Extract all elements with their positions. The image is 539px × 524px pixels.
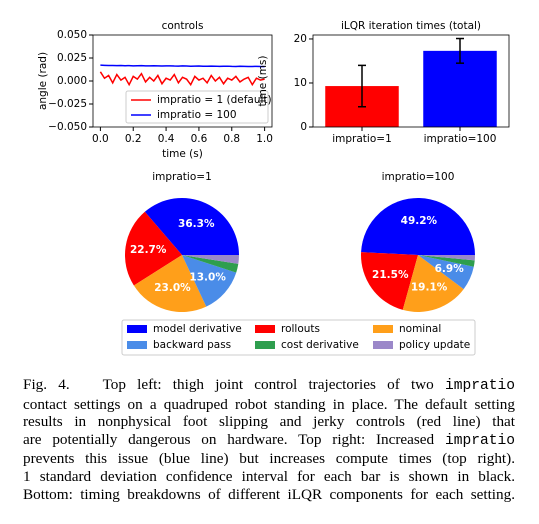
legend-swatch — [255, 341, 275, 349]
pie-wedge — [125, 211, 182, 286]
pie-wedge — [418, 255, 475, 261]
series-line — [100, 64, 265, 68]
legend-swatch — [373, 325, 393, 333]
chart-title: impratio=1 — [152, 171, 212, 183]
legend-label: cost derivative — [281, 339, 359, 351]
legend-swatch — [373, 341, 393, 349]
legend-label: model derivative — [153, 323, 242, 335]
x-tick-label: 0.0 — [92, 133, 109, 145]
x-axis-label: time (s) — [162, 148, 203, 160]
legend-box — [125, 90, 269, 124]
x-tick-label: 0.8 — [223, 133, 240, 145]
pie-wedge — [144, 198, 239, 255]
code-term: impratio — [444, 378, 516, 394]
legend-label: impratio = 1 (default) — [157, 94, 272, 106]
legend-swatch — [127, 325, 147, 333]
x-tick-label: impratio=1 — [332, 133, 392, 145]
pie-value-label: 36.3% — [178, 218, 215, 230]
pie-value-label: 22.7% — [130, 244, 167, 256]
legend-swatch — [255, 325, 275, 333]
y-tick-label: 20 — [294, 33, 307, 45]
x-tick-label: 0.6 — [191, 133, 208, 145]
chart-title: impratio=100 — [382, 171, 455, 183]
pie-wedge — [361, 252, 418, 310]
chart-title: controls — [162, 20, 204, 32]
y-tick-label: 0.000 — [57, 75, 87, 87]
legend-label: rollouts — [281, 323, 320, 335]
pie-value-label: 19.1% — [411, 281, 448, 293]
pie-value-label: 49.2% — [401, 215, 438, 227]
pie-wedge — [402, 255, 464, 312]
y-tick-label: 0.050 — [57, 29, 87, 41]
x-tick-label: 0.4 — [158, 133, 175, 145]
caption-text: are potentially dangerous on hardware. T… — [23, 430, 435, 448]
caption-text: contact settings on a quadruped robot st… — [23, 395, 515, 413]
y-axis-label: time (ms) — [257, 56, 269, 107]
caption: Fig. 4. Top left: thigh joint control tr… — [23, 376, 515, 503]
legend-swatch — [127, 341, 147, 349]
legend-label: policy update — [399, 339, 470, 351]
pie-wedge — [418, 255, 474, 290]
y-axis-label: angle (rad) — [37, 52, 49, 110]
pie-value-label: 6.9% — [435, 263, 465, 275]
x-tick-label: 1.0 — [256, 133, 273, 145]
y-tick-label: −0.050 — [48, 121, 87, 133]
code-term: impratio — [444, 432, 515, 449]
legend-label: impratio = 100 — [157, 109, 237, 121]
pie-wedge — [418, 255, 475, 267]
legend-label: nominal — [399, 323, 441, 335]
pie-value-label: 21.5% — [372, 269, 409, 281]
pie-wedge — [182, 255, 239, 273]
caption-text: prevents this issue (blue line) but incr… — [23, 450, 515, 468]
caption-line: 1 standard deviation confidence interval… — [23, 468, 515, 486]
pie-value-label: 13.0% — [189, 272, 226, 284]
pie-wedge — [361, 198, 475, 255]
chart-title: iLQR iteration times (total) — [341, 20, 481, 32]
pie-wedge — [182, 255, 239, 264]
y-tick-label: 0 — [300, 121, 307, 133]
x-tick-label: impratio=100 — [424, 133, 497, 145]
pie-wedge — [133, 255, 207, 312]
caption-text: Bottom: timing breakdowns of different i… — [23, 485, 515, 503]
axes-frame — [312, 34, 510, 128]
caption-line: are potentially dangerous on hardware. T… — [23, 431, 515, 451]
series-line — [99, 71, 265, 87]
pie-value-label: 23.0% — [154, 282, 191, 294]
caption-text: 1 standard deviation confidence interval… — [23, 467, 515, 485]
caption-line: contact settings on a quadruped robot st… — [23, 396, 515, 414]
caption-text: Top left: thigh joint control trajectori… — [102, 376, 434, 393]
caption-line: Fig. 4. Top left: thigh joint control tr… — [23, 376, 515, 396]
y-tick-label: −0.025 — [48, 98, 87, 110]
caption-line: prevents this issue (blue line) but incr… — [23, 450, 515, 468]
y-tick-label: 0.025 — [57, 52, 87, 64]
axes-frame — [92, 34, 273, 128]
pie-wedge — [182, 255, 237, 307]
caption-text: results in nonphysical foot slipping and… — [23, 413, 515, 431]
figure-label: Fig. 4. — [23, 376, 70, 393]
y-tick-label: 10 — [294, 77, 307, 89]
caption-line: Bottom: timing breakdowns of different i… — [23, 486, 515, 504]
legend-label: backward pass — [153, 339, 231, 351]
figure: controls −0.050 −0.025 0.000 0.025 0.050 angle… — [37, 20, 510, 356]
caption-line: results in nonphysical foot slipping and… — [23, 413, 515, 431]
x-tick-label: 0.2 — [125, 133, 142, 145]
